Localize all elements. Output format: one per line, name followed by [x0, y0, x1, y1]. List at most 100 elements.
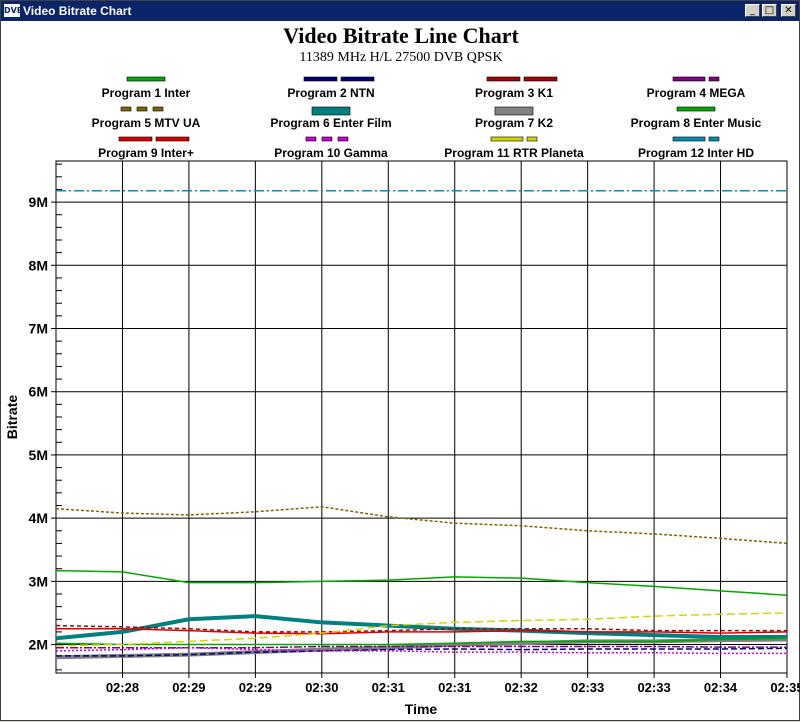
- legend-swatch-segment: [136, 106, 148, 112]
- x-tick-label: 02:29: [239, 680, 272, 695]
- x-tick-label: 02:35: [770, 680, 800, 695]
- series-line: [56, 628, 788, 635]
- minimize-button[interactable]: _: [745, 4, 760, 17]
- legend-swatch-segment: [155, 136, 190, 142]
- legend-label: Program 3 K1: [474, 86, 554, 100]
- legend-swatch: [490, 136, 538, 142]
- y-axis-label: Bitrate: [4, 394, 20, 440]
- legend-item: Program 10 Gamma: [236, 136, 426, 164]
- legend-item: Program 7 K2: [419, 106, 609, 134]
- series-line: [55, 614, 787, 641]
- series-line: [56, 645, 787, 649]
- chart-subtitle: 11389 MHz H/L 27500 DVB QPSK: [299, 50, 503, 65]
- legend-item: Program 9 Inter+: [51, 136, 241, 164]
- series-line: [56, 647, 788, 657]
- legend-swatch-segment: [152, 106, 164, 112]
- legend-swatch: [311, 106, 351, 116]
- legend-swatch: [303, 76, 375, 82]
- legend-item: Program 3 K1: [419, 76, 609, 104]
- x-tick-label: 02:31: [372, 680, 405, 695]
- legend-swatch-segment: [340, 76, 375, 82]
- app-icon[interactable]: DVB: [4, 4, 23, 17]
- legend-swatch-segment: [494, 106, 534, 116]
- y-tick-label: 9M: [29, 194, 48, 210]
- legend-swatch-segment: [708, 76, 720, 82]
- legend-label: Program 12 Inter HD: [637, 146, 755, 160]
- y-tick-label: 3M: [29, 573, 48, 589]
- maximize-button[interactable]: □: [762, 4, 777, 17]
- series-line: [55, 624, 787, 633]
- x-tick-label: 02:28: [106, 680, 139, 695]
- legend-swatch: [672, 76, 720, 82]
- legend-swatch-segment: [311, 106, 351, 116]
- legend-item: Program 1 Inter: [51, 76, 241, 104]
- x-tick-label: 02:34: [704, 680, 738, 695]
- legend-swatch-segment: [676, 106, 716, 112]
- x-tick-label: 02:29: [172, 680, 205, 695]
- close-button[interactable]: ✕: [781, 4, 796, 17]
- legend-item: Program 11 RTR Planeta: [419, 136, 609, 164]
- legend-label: Program 6 Enter Film: [270, 116, 392, 130]
- window-title: Video Bitrate Chart: [23, 4, 132, 18]
- y-tick-label: 7M: [29, 321, 48, 337]
- legend-swatch-segment: [126, 76, 166, 82]
- legend-swatch-segment: [708, 136, 720, 142]
- y-tick-label: 2M: [29, 637, 48, 653]
- legend-item: Program 12 Inter HD: [601, 136, 791, 164]
- series-line: [55, 506, 788, 545]
- legend-label: Program 10 Gamma: [274, 146, 388, 160]
- legend-label: Program 8 Enter Music: [630, 116, 762, 130]
- legend-swatch: [118, 136, 190, 142]
- x-tick-label: 02:33: [571, 680, 604, 695]
- legend-swatch: [305, 136, 349, 142]
- legend-item: Program 8 Enter Music: [601, 106, 791, 134]
- legend-label: Program 9 Inter+: [98, 146, 194, 160]
- legend-swatch: [126, 76, 166, 82]
- legend-swatch-segment: [526, 136, 538, 142]
- legend-swatch-segment: [120, 106, 132, 112]
- series-line: [55, 569, 788, 597]
- y-tick-label: 8M: [29, 257, 48, 273]
- x-axis-label: Time: [404, 701, 438, 717]
- legend-label: Program 4 MEGA: [646, 86, 746, 100]
- x-tick-label: 02:31: [438, 680, 471, 695]
- legend-label: Program 2 NTN: [287, 86, 375, 100]
- legend-item: Program 4 MEGA: [601, 76, 791, 104]
- series-line: [55, 637, 788, 660]
- legend-label: Program 1 Inter: [101, 86, 191, 100]
- legend-label: Program 5 MTV UA: [91, 116, 201, 130]
- legend-swatch-segment: [303, 76, 338, 82]
- legend-swatch-segment: [305, 136, 317, 142]
- legend-label: Program 7 K2: [474, 116, 554, 130]
- legend-label: Program 11 RTR Planeta: [444, 146, 584, 160]
- legend-swatch: [676, 106, 716, 112]
- legend-swatch: [494, 106, 534, 116]
- x-tick-label: 02:33: [637, 680, 670, 695]
- legend-swatch-segment: [486, 76, 521, 82]
- series-line: [55, 612, 788, 647]
- legend-swatch-segment: [337, 136, 349, 142]
- chart-title: Video Bitrate Line Chart: [283, 23, 519, 48]
- plot-area: [55, 160, 788, 674]
- title-bar[interactable]: DVB Video Bitrate Chart _ □ ✕: [1, 1, 799, 21]
- series-line: [55, 637, 788, 646]
- legend-swatch-segment: [490, 136, 524, 142]
- y-tick-label: 4M: [29, 510, 48, 526]
- legend-swatch-segment: [118, 136, 153, 142]
- legend-swatch-segment: [672, 136, 706, 142]
- series-line: [55, 646, 787, 655]
- x-tick-label: 02:30: [305, 680, 338, 695]
- legend-swatch-segment: [523, 76, 558, 82]
- legend-swatch: [486, 76, 558, 82]
- legend-swatch-segment: [321, 136, 333, 142]
- y-tick-label: 5M: [29, 447, 48, 463]
- legend-item: Program 2 NTN: [236, 76, 426, 104]
- y-tick-label: 6M: [29, 384, 48, 400]
- legend-swatch: [672, 136, 720, 142]
- x-tick-label: 02:32: [505, 680, 538, 695]
- legend-swatch-segment: [672, 76, 706, 82]
- legend-swatch: [120, 106, 164, 112]
- legend-item: Program 6 Enter Film: [236, 106, 426, 134]
- legend-item: Program 5 MTV UA: [51, 106, 241, 134]
